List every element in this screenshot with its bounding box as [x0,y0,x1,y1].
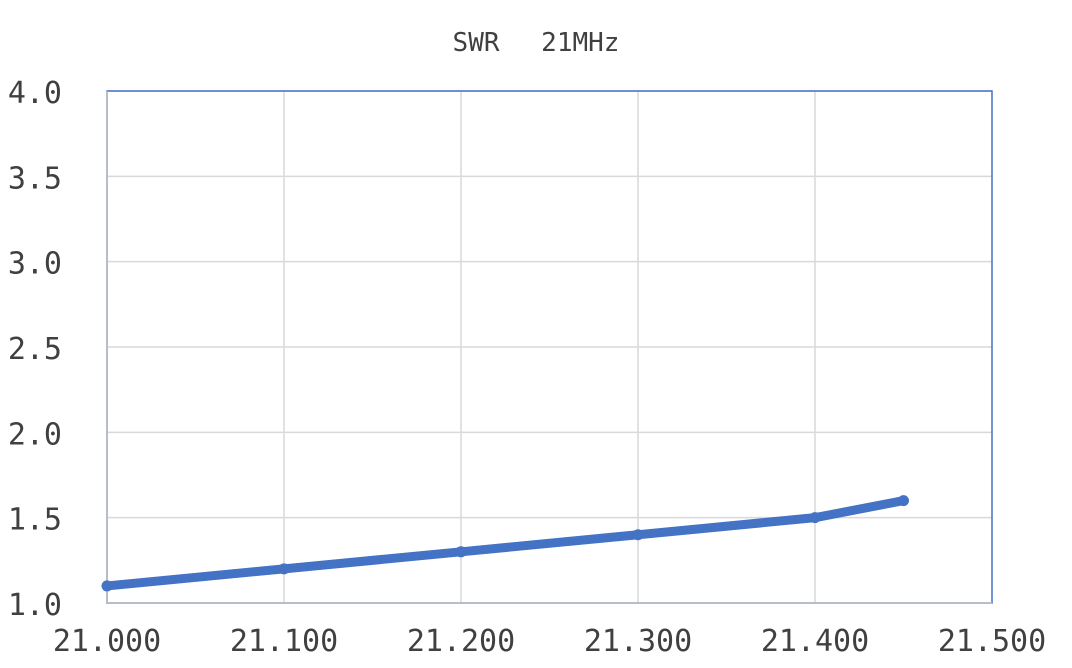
data-point [455,546,467,558]
y-tick-label: 2.0 [8,417,62,452]
data-point [278,563,290,575]
x-tick-label: 21.300 [584,624,692,659]
y-tick-label: 4.0 [8,76,62,111]
y-tick-label: 2.5 [8,332,62,367]
y-tick-label: 3.0 [8,247,62,282]
series-layer [101,495,909,592]
x-tick-label: 21.200 [407,624,515,659]
y-tick-label: 1.0 [8,588,62,623]
series-line [102,496,908,591]
y-tick-label: 1.5 [8,503,62,538]
x-tick-label: 21.500 [938,624,1046,659]
data-point [632,529,644,541]
axis-layer [106,91,992,604]
data-point [809,512,821,524]
x-tick-label: 21.000 [53,624,161,659]
x-tick-label: 21.400 [761,624,869,659]
data-point [898,495,909,507]
y-tick-label: 3.5 [8,161,62,196]
x-tick-labels: 21.000 21.100 21.200 21.300 21.400 21.500 [53,624,1046,659]
x-tick-label: 21.100 [230,624,338,659]
chart-title: SWR 21MHz [453,28,620,58]
data-point [101,580,113,592]
y-tick-labels: 1.0 1.5 2.0 2.5 3.0 3.5 4.0 [8,76,62,623]
